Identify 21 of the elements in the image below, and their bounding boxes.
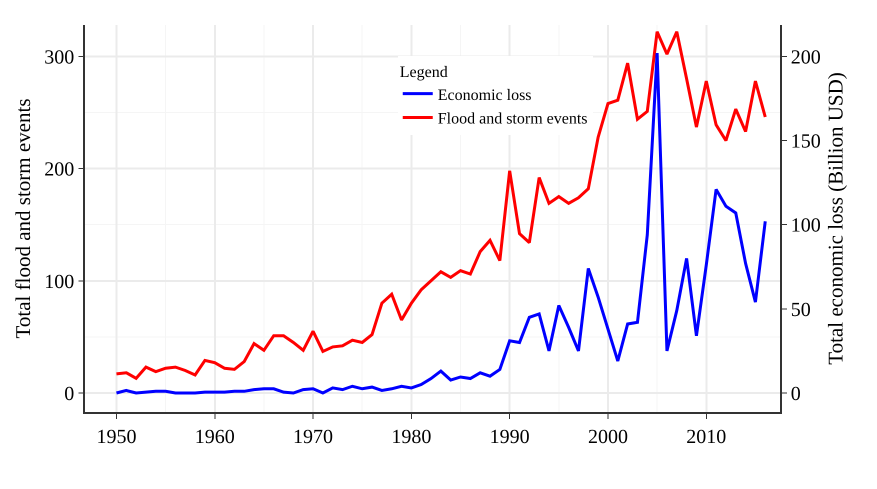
- x-tick-label: 2010: [686, 426, 726, 448]
- y2-tick-label: 200: [790, 46, 821, 68]
- y2-tick-label: 50: [790, 298, 811, 321]
- y-tick-label: 100: [44, 270, 74, 293]
- legend-title: Legend: [400, 64, 448, 81]
- y-tick-label: 0: [64, 382, 74, 405]
- x-tick-label: 2000: [588, 426, 628, 448]
- y2-axis-title: Total economic loss (Billion USD): [823, 72, 848, 365]
- x-tick-label: 1960: [194, 426, 235, 448]
- x-tick-label: 1980: [391, 426, 432, 448]
- y-tick-label: 200: [44, 158, 74, 181]
- legend-label: Flood and storm events: [438, 110, 588, 128]
- legend-label: Economic loss: [438, 86, 532, 104]
- x-tick-label: 1990: [490, 426, 530, 448]
- y2-tick-label: 0: [790, 382, 801, 405]
- x-tick-label: 1970: [293, 426, 334, 448]
- y-tick-label: 300: [44, 46, 74, 68]
- y-axis-title: Total flood and storm events: [10, 98, 35, 338]
- x-tick-label: 1950: [96, 426, 136, 448]
- y2-tick-label: 100: [790, 214, 821, 237]
- y2-tick-label: 150: [790, 130, 821, 153]
